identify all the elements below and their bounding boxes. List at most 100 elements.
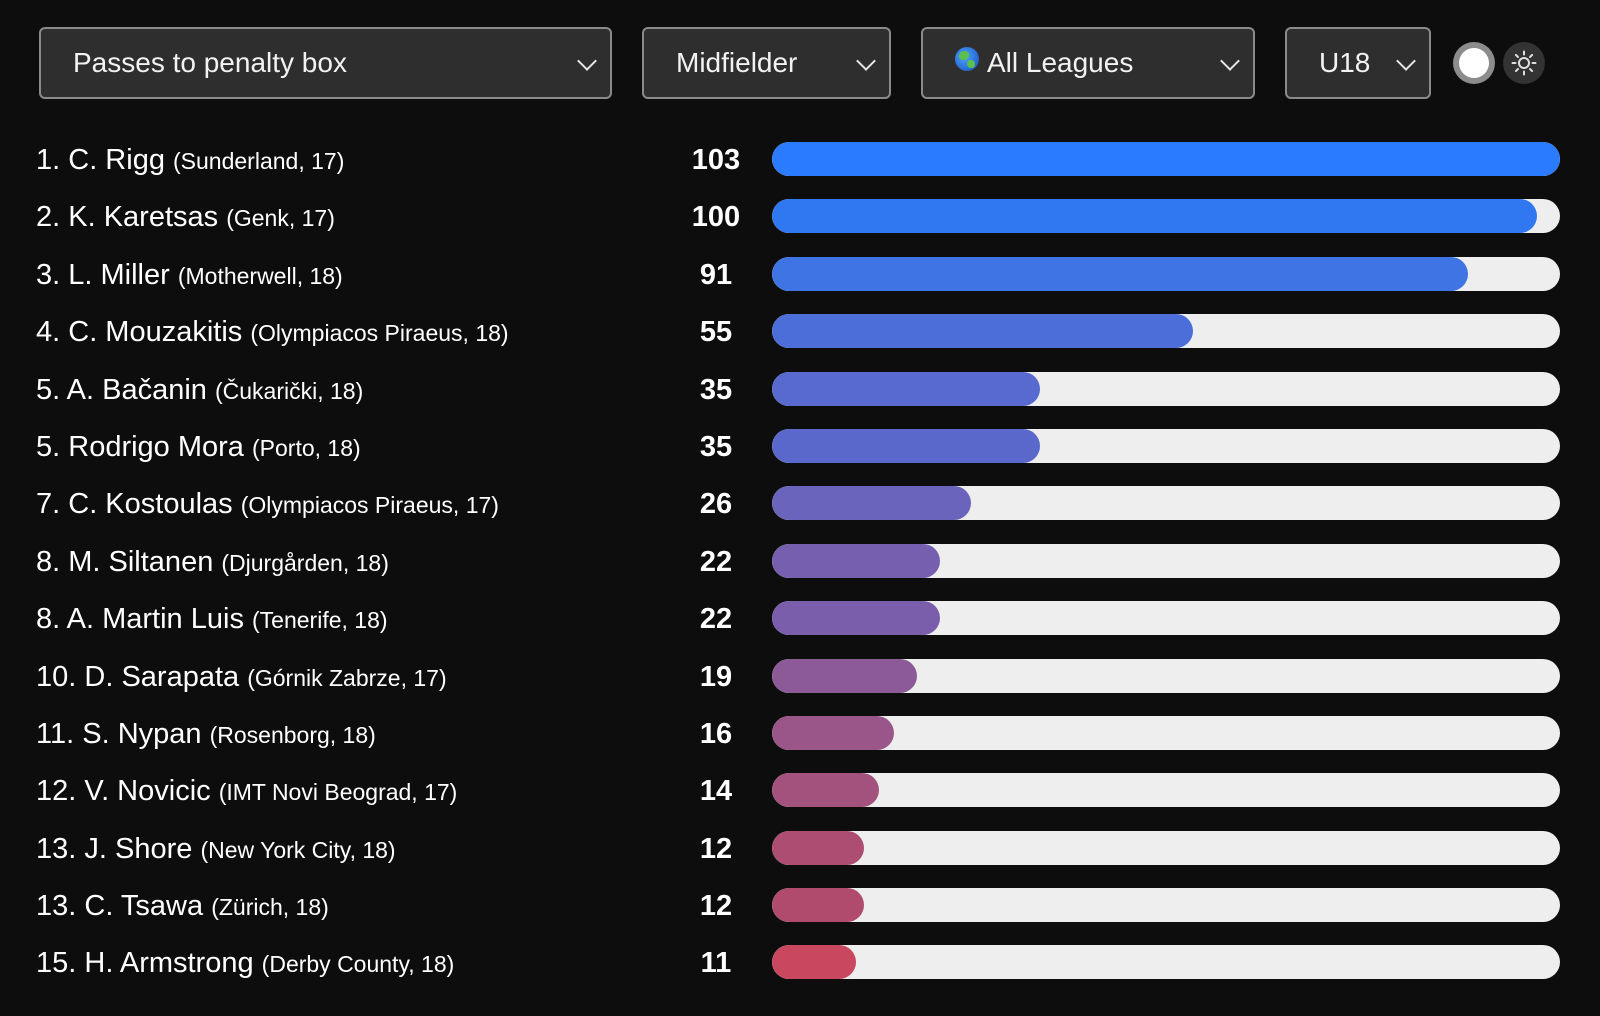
bar-fill bbox=[772, 371, 1040, 406]
toggle-button[interactable] bbox=[1453, 42, 1495, 84]
player-rank: 3. bbox=[36, 258, 61, 291]
stat-value: 26 bbox=[699, 488, 733, 521]
player-name: V. Novicic bbox=[84, 775, 211, 808]
player-club: (Porto, 18) bbox=[252, 434, 361, 461]
player-club: (Čukarički, 18) bbox=[214, 377, 364, 404]
player-club: (Tenerife, 18) bbox=[252, 607, 388, 634]
player-rank: 2. bbox=[36, 201, 61, 234]
player-club: (Derby County, 18) bbox=[261, 951, 455, 978]
stat-value: 19 bbox=[699, 660, 733, 693]
player-club: (Olympiacos Piraeus, 18) bbox=[250, 320, 509, 347]
player-name: J. Shore bbox=[84, 832, 193, 865]
bar-fill bbox=[772, 142, 1560, 176]
ranking-row: 10. D. Sarapata (Górnik Zabrze, 17) 19 bbox=[36, 657, 1566, 714]
ranking-row: 4. C. Mouzakitis (Olympiacos Piraeus, 18… bbox=[36, 312, 1566, 369]
player-rank: 8. bbox=[36, 603, 61, 636]
stat-value: 11 bbox=[700, 947, 732, 980]
player-club: (Górnik Zabrze, 17) bbox=[247, 664, 447, 691]
player-club: (Olympiacos Piraeus, 17) bbox=[240, 492, 499, 519]
player-rank: 15. bbox=[36, 947, 77, 980]
league-select[interactable]: All Leagues bbox=[921, 27, 1255, 99]
bar-track bbox=[772, 428, 1560, 463]
bar-track bbox=[772, 601, 1560, 636]
player-rank: 10. bbox=[36, 660, 77, 693]
bar-track bbox=[772, 256, 1560, 291]
player-label: 4. C. Mouzakitis (Olympiacos Piraeus, 18… bbox=[36, 316, 509, 349]
player-name: H. Armstrong bbox=[84, 947, 254, 980]
player-name: C. Mouzakitis bbox=[68, 316, 243, 349]
ranking-row: 8. M. Siltanen (Djurgården, 18) 22 bbox=[36, 542, 1566, 599]
stat-value: 35 bbox=[699, 430, 733, 463]
stat-value: 100 bbox=[691, 201, 741, 234]
bar-fill bbox=[772, 773, 880, 808]
player-name: C. Kostoulas bbox=[68, 488, 233, 521]
ranking-row: 1. C. Rigg (Sunderland, 17) 103 bbox=[36, 140, 1566, 197]
stat-value: 35 bbox=[699, 373, 733, 406]
bar-track bbox=[772, 773, 1560, 808]
bar-track bbox=[772, 314, 1560, 349]
bar-fill bbox=[772, 601, 941, 636]
toggle-icon bbox=[1459, 48, 1489, 78]
bar-fill bbox=[772, 945, 857, 980]
bar-fill bbox=[772, 888, 864, 923]
metric-select[interactable]: Passes to penalty box bbox=[39, 27, 612, 99]
player-label: 3. L. Miller (Motherwell, 18) bbox=[36, 259, 343, 292]
position-select[interactable]: Midfielder bbox=[642, 27, 891, 99]
player-name: A. Bačanin bbox=[66, 373, 207, 406]
player-label: 5. Rodrigo Mora (Porto, 18) bbox=[36, 431, 361, 464]
theme-toggle-button[interactable] bbox=[1503, 42, 1545, 84]
chevron-down-icon bbox=[577, 51, 597, 71]
player-label: 15. H. Armstrong (Derby County, 18) bbox=[36, 947, 454, 980]
ranking-row: 11. S. Nypan (Rosenborg, 18) 16 bbox=[36, 714, 1566, 771]
ranking-row: 3. L. Miller (Motherwell, 18) 91 bbox=[36, 255, 1566, 312]
player-label: 8. A. Martin Luis (Tenerife, 18) bbox=[36, 603, 388, 636]
ranking-row: 13. C. Tsawa (Zürich, 18) 12 bbox=[36, 886, 1566, 943]
player-label: 13. C. Tsawa (Zürich, 18) bbox=[36, 890, 329, 923]
player-name: A. Martin Luis bbox=[66, 603, 244, 636]
player-rank: 8. bbox=[36, 545, 61, 578]
ranking-row: 5. Rodrigo Mora (Porto, 18) 35 bbox=[36, 427, 1566, 484]
ranking-row: 8. A. Martin Luis (Tenerife, 18) 22 bbox=[36, 599, 1566, 656]
bar-track bbox=[772, 486, 1560, 521]
chevron-down-icon bbox=[1396, 51, 1416, 71]
bar-track bbox=[772, 199, 1560, 234]
stat-value: 22 bbox=[699, 603, 733, 636]
player-rank: 4. bbox=[36, 316, 61, 349]
player-label: 1. C. Rigg (Sunderland, 17) bbox=[36, 144, 344, 177]
stat-value: 55 bbox=[699, 316, 733, 349]
age-select[interactable]: U18 bbox=[1285, 27, 1431, 99]
bar-track bbox=[772, 830, 1560, 865]
player-label: 8. M. Siltanen (Djurgården, 18) bbox=[36, 546, 389, 579]
age-select-value: U18 bbox=[1319, 47, 1371, 78]
stat-value: 14 bbox=[699, 775, 733, 808]
player-rank: 11. bbox=[36, 717, 75, 750]
bar-fill bbox=[772, 486, 971, 521]
bar-fill bbox=[772, 314, 1193, 349]
ranking-row: 12. V. Novicic (IMT Novi Beograd, 17) 14 bbox=[36, 771, 1566, 828]
player-rank: 5. bbox=[36, 373, 61, 406]
player-name: S. Nypan bbox=[82, 717, 202, 750]
player-club: (Zürich, 18) bbox=[211, 894, 329, 921]
bar-track bbox=[772, 888, 1560, 923]
sun-icon bbox=[1511, 50, 1537, 76]
player-rank: 13. bbox=[36, 890, 77, 923]
bar-track bbox=[772, 715, 1560, 750]
player-club: (New York City, 18) bbox=[200, 836, 396, 863]
player-name: C. Rigg bbox=[68, 144, 165, 176]
ranking-row: 15. H. Armstrong (Derby County, 18) 11 bbox=[36, 943, 1566, 1000]
player-label: 13. J. Shore (New York City, 18) bbox=[36, 833, 396, 866]
player-rank: 12. bbox=[36, 775, 77, 808]
bar-fill bbox=[772, 543, 941, 578]
player-label: 11. S. Nypan (Rosenborg, 18) bbox=[36, 718, 376, 751]
filter-toolbar: Passes to penalty box Midfielder All Lea… bbox=[39, 27, 1545, 99]
metric-select-value: Passes to penalty box bbox=[73, 47, 347, 78]
bar-fill bbox=[772, 256, 1469, 291]
bar-track bbox=[772, 371, 1560, 406]
player-label: 2. K. Karetsas (Genk, 17) bbox=[36, 201, 335, 234]
player-name: C. Tsawa bbox=[84, 890, 204, 923]
ranking-list: 1. C. Rigg (Sunderland, 17) 103 2. K. Kare… bbox=[36, 140, 1566, 1001]
bar-fill bbox=[772, 715, 895, 750]
player-label: 5. A. Bačanin (Čukarički, 18) bbox=[36, 374, 363, 407]
bar-fill bbox=[772, 830, 864, 865]
stat-value: 12 bbox=[699, 832, 733, 865]
